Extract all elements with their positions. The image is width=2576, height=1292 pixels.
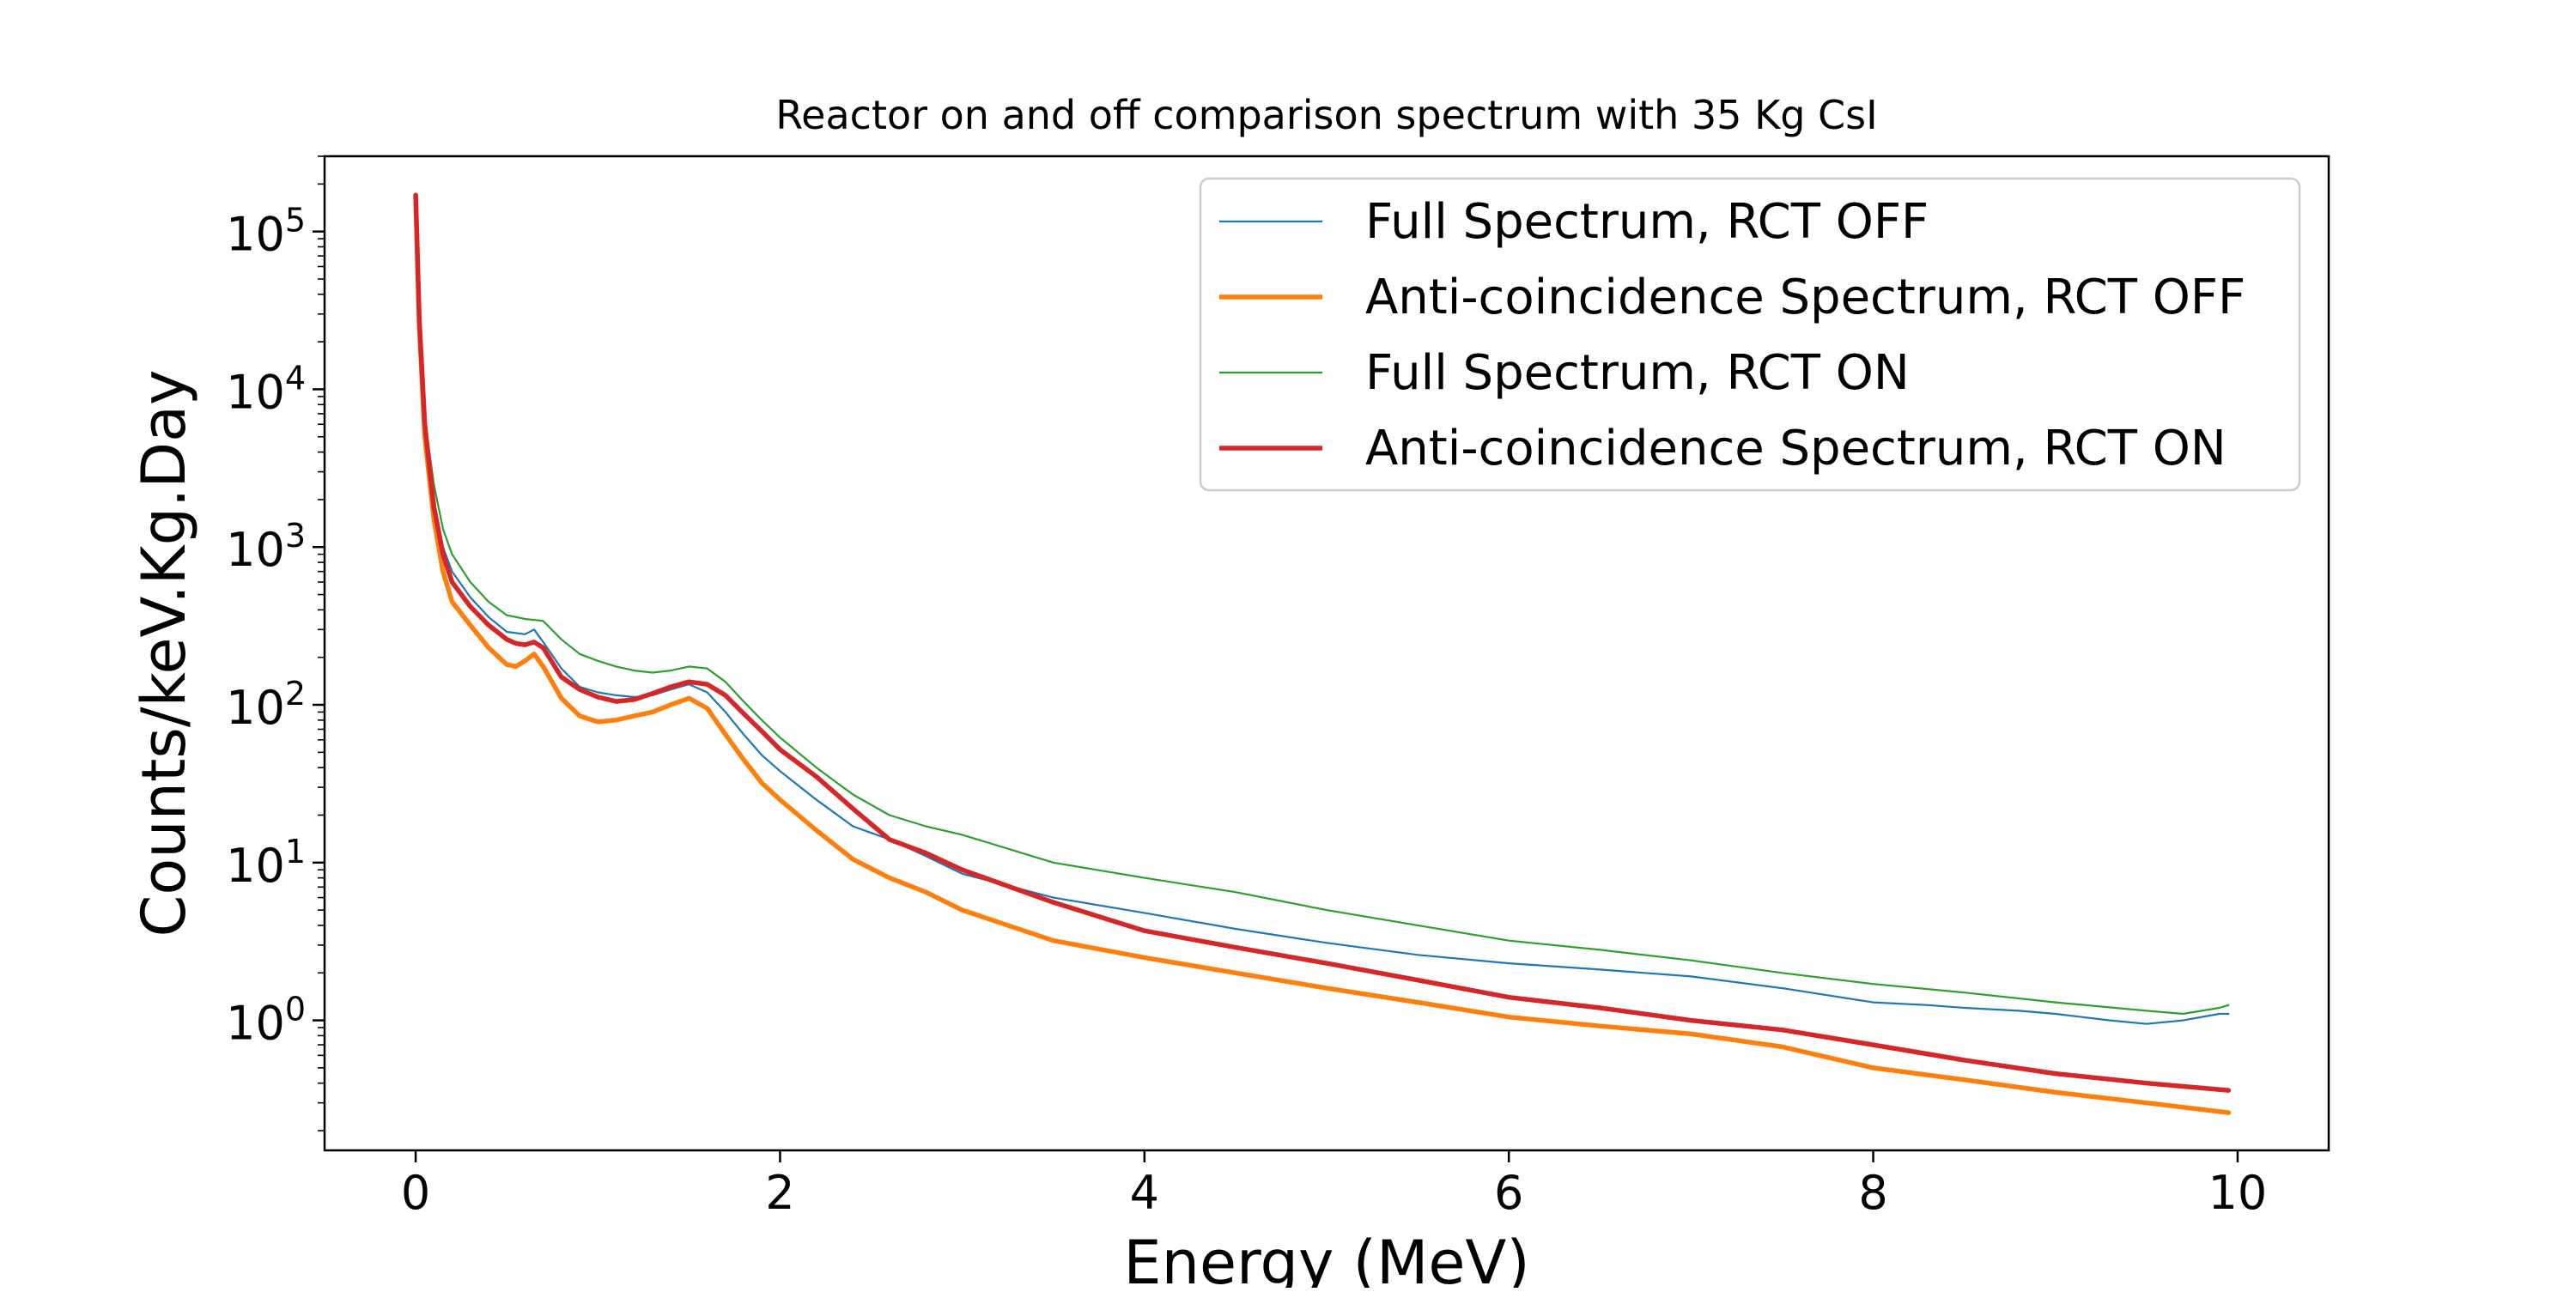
legend-frame: [1199, 177, 2301, 492]
y-tick-label: 105: [226, 202, 306, 262]
y-tick-label: 101: [226, 833, 306, 893]
y-tick-label: 103: [226, 517, 306, 577]
series-line-full-spectrum-rct-off: [415, 194, 2230, 1025]
x-tick-label: 2: [765, 1166, 794, 1220]
y-tick-exponent: 4: [285, 359, 306, 397]
x-tick-label: 8: [1858, 1166, 1887, 1220]
y-tick-exponent: 2: [285, 675, 306, 713]
legend: Full Spectrum, RCT OFF Anti-coincidence S…: [1199, 177, 2301, 492]
y-tick-base: 10: [226, 839, 285, 893]
legend-label: Full Spectrum, RCT ON: [1365, 345, 1910, 401]
y-tick-exponent: 3: [285, 517, 306, 555]
y-tick-base: 10: [226, 523, 285, 577]
series-line-full-spectrum-rct-on: [415, 194, 2230, 1016]
y-tick-base: 10: [226, 208, 285, 262]
legend-label: Anti-coincidence Spectrum, RCT ON: [1365, 421, 2227, 476]
x-tick-label: 6: [1494, 1166, 1523, 1220]
y-tick-label: 104: [226, 359, 306, 419]
x-axis-label: Energy (MeV): [1123, 1228, 1529, 1288]
y-tick-base: 10: [226, 681, 285, 735]
y-tick-base: 10: [226, 997, 285, 1051]
legend-entries: Full Spectrum, RCT OFF Anti-coincidence S…: [1219, 194, 2245, 476]
legend-label: Anti-coincidence Spectrum, RCT OFF: [1365, 270, 2245, 325]
y-axis-label: Counts/keV.Kg.Day: [129, 370, 199, 937]
y-tick-base: 10: [226, 365, 285, 419]
legend-label: Full Spectrum, RCT OFF: [1365, 194, 1929, 250]
x-tick-label: 10: [2208, 1166, 2268, 1220]
y-tick-exponent: 0: [285, 991, 306, 1028]
chart-title: Reactor on and off comparison spectrum w…: [775, 92, 1877, 138]
y-tick-label: 102: [226, 675, 306, 735]
series-line-anti-coincidence-spectrum-rct-on: [413, 192, 2232, 1093]
series-layer: [413, 192, 2232, 1115]
x-tick-label: 0: [401, 1166, 430, 1220]
y-tick-label: 100: [226, 991, 306, 1051]
x-tick-label: 4: [1130, 1166, 1159, 1220]
plot-frame: [323, 155, 2330, 1152]
series-line-anti-coincidence-spectrum-rct-off: [413, 192, 2232, 1115]
y-tick-exponent: 5: [285, 202, 306, 240]
y-tick-exponent: 1: [285, 833, 306, 870]
